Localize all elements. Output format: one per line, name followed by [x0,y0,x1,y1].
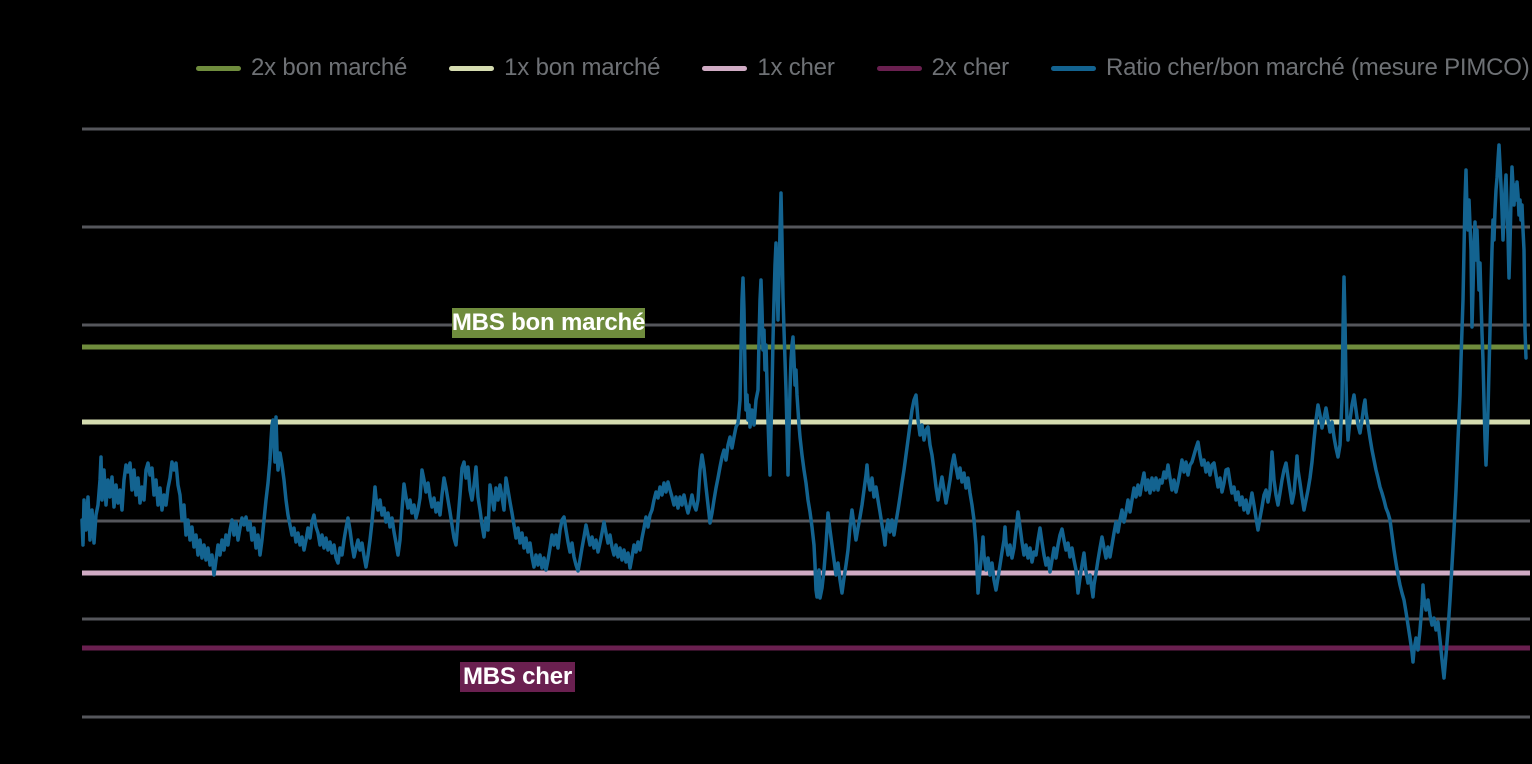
legend-item-ratio-series: Ratio cher/bon marché (mesure PIMCO) [1050,54,1530,82]
1x-cher-swatch-icon [702,65,748,71]
1x-bon-marche-swatch-icon [449,65,495,71]
annotation-mbs-cher: MBS cher [460,662,575,692]
annotation-mbs-bon-marche: MBS bon marché [451,308,646,338]
2x-cher-swatch-icon [876,65,922,71]
2x-bon-marche-swatch-icon [196,65,241,71]
legend-label: Ratio cher/bon marché (mesure PIMCO) [1105,54,1530,81]
legend-label: 2x bon marché [251,54,408,81]
ratio-cher-bon-march-mesure-pimco-line [80,143,1528,680]
ratio-series-swatch-icon [1050,65,1096,71]
legend-item-2x-bon-marche: 2x bon marché [196,54,407,82]
legend-label: 1x bon marché [504,54,661,81]
legend: 2x bon marché 1x bon marché 1x cher 2x c… [196,54,1530,82]
legend-label: 2x cher [931,54,1010,81]
legend-item-2x-cher: 2x cher [876,54,1010,82]
legend-item-1x-cher: 1x cher [702,54,835,82]
legend-label: 1x cher [757,54,835,81]
legend-item-1x-bon-marche: 1x bon marché [449,54,661,82]
